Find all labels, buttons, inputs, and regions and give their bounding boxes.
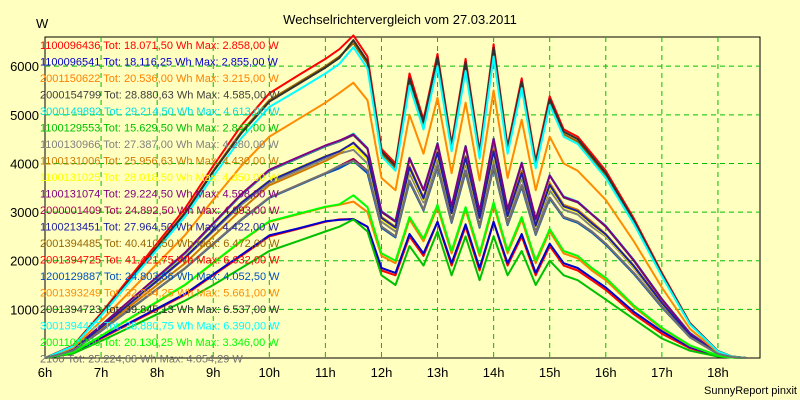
legend-entry-3: 2001150622 Tot: 20.536,00 Wh Max: 3.215,… xyxy=(40,73,279,85)
series-line-2 xyxy=(44,218,747,359)
legend-entry-1: 1100096436 Tot: 18.071,50 Wh Max: 2.858,… xyxy=(40,40,279,52)
legend-entry-19: 2001100250 Tot: 20.130,25 Wh Max: 3.346,… xyxy=(40,337,279,349)
x-tick-label: 17h xyxy=(651,365,673,380)
x-tick-label: 13h xyxy=(427,365,449,380)
footer-credit: SunnyReport pinxit xyxy=(704,385,797,397)
legend-entry-9: 1100131025 Tot: 28.018,50 Wh Max: 4.350,… xyxy=(40,172,279,184)
legend-entry-20: 2100 Tot: 25.224,66 Wh Max: 4.054,29 W xyxy=(40,354,243,366)
grid xyxy=(44,36,761,359)
legend-entry-6: 1100129553 Tot: 15.629,50 Wh Max: 2.847,… xyxy=(40,123,279,135)
series-layer xyxy=(44,34,747,359)
legend-entry-13: 2001394485 Tot: 40.410,50 Wh Max: 6.472,… xyxy=(40,238,280,250)
series-line-12 xyxy=(44,141,747,359)
x-tick-label: 18h xyxy=(707,365,729,380)
x-tick-label: 9h xyxy=(206,365,220,380)
series-line-6 xyxy=(44,218,747,359)
legend-entry-2: 1100096541 Tot: 18.116,25 Wh Max: 2.855,… xyxy=(40,57,279,69)
x-tick-label: 15h xyxy=(539,365,561,380)
x-tick-label: 16h xyxy=(595,365,617,380)
legend-entry-8: 1100131006 Tot: 25.956,63 Wh Max: 4.430,… xyxy=(40,156,279,168)
ticks: 6h 7h 8h 9h 10h 11h 12h 13h 14h 15h 16h 17h 18h10002… xyxy=(10,59,729,380)
series-line-18 xyxy=(44,46,747,359)
x-tick-label: 12h xyxy=(371,365,393,380)
plot-border xyxy=(44,36,761,359)
legend-entry-16: 2001393249 Tot: 32.294,25 Wh Max: 5.661,… xyxy=(40,288,280,300)
series-line-10 xyxy=(44,133,747,359)
series-line-16 xyxy=(44,81,747,359)
y-tick-label: 4000 xyxy=(10,156,39,171)
y-tick-label: 1000 xyxy=(10,302,39,317)
y-tick-label: 5000 xyxy=(10,108,39,123)
legend-entry-14: 2001394725 Tot: 41.421,75 Wh Max: 6.632,… xyxy=(40,255,280,267)
legend-entry-12: 1100213451 Tot: 27.964,50 Wh Max: 4.422,… xyxy=(40,222,279,234)
legend-entry-17: 2001394723 Tot: 39.845,13 Wh Max: 6.537,… xyxy=(40,304,280,316)
legend-entry-15: 1200129887 Tot: 24.803,56 Wh Max: 4.052,… xyxy=(40,271,280,283)
series-line-17 xyxy=(44,39,747,359)
x-tick-label: 8h xyxy=(150,365,164,380)
legend-entry-10: 1100131074 Tot: 29.224,50 Wh Max: 4.598,… xyxy=(40,189,279,201)
legend-entry-4: 2000154799 Tot: 28.880,63 Wh Max: 4.585,… xyxy=(40,90,280,102)
x-tick-label: 7h xyxy=(94,365,108,380)
legend-entry-5: 3000149892 Tot: 29.214,50 Wh Max: 4.613,… xyxy=(40,106,280,118)
legend-entry-7: 1100130966 Tot: 27.387,00 Wh Max: 4.280,… xyxy=(40,139,279,151)
series-line-14 xyxy=(44,34,747,359)
x-tick-label: 11h xyxy=(315,365,336,380)
y-tick-label: 3000 xyxy=(10,205,39,220)
x-tick-label: 6h xyxy=(38,365,52,380)
legend-entry-11: 2000001409 Tot: 24.892,50 Wh Max: 4.093,… xyxy=(40,205,280,217)
y-tick-label: 2000 xyxy=(10,254,39,269)
y-axis-label: W xyxy=(36,16,49,31)
series-line-19 xyxy=(44,194,747,359)
legend: 1100096436 Tot: 18.071,50 Wh Max: 2.858,… xyxy=(40,40,280,366)
x-tick-label: 10h xyxy=(258,365,280,380)
x-tick-label: 14h xyxy=(483,365,505,380)
series-line-20 xyxy=(44,159,747,359)
legend-entry-18: 3001394487 Tot: 38.880,75 Wh Max: 6.390,… xyxy=(40,321,280,333)
chart-title: Wechselrichtervergleich vom 27.03.2011 xyxy=(283,12,517,27)
y-tick-label: 6000 xyxy=(10,59,39,74)
